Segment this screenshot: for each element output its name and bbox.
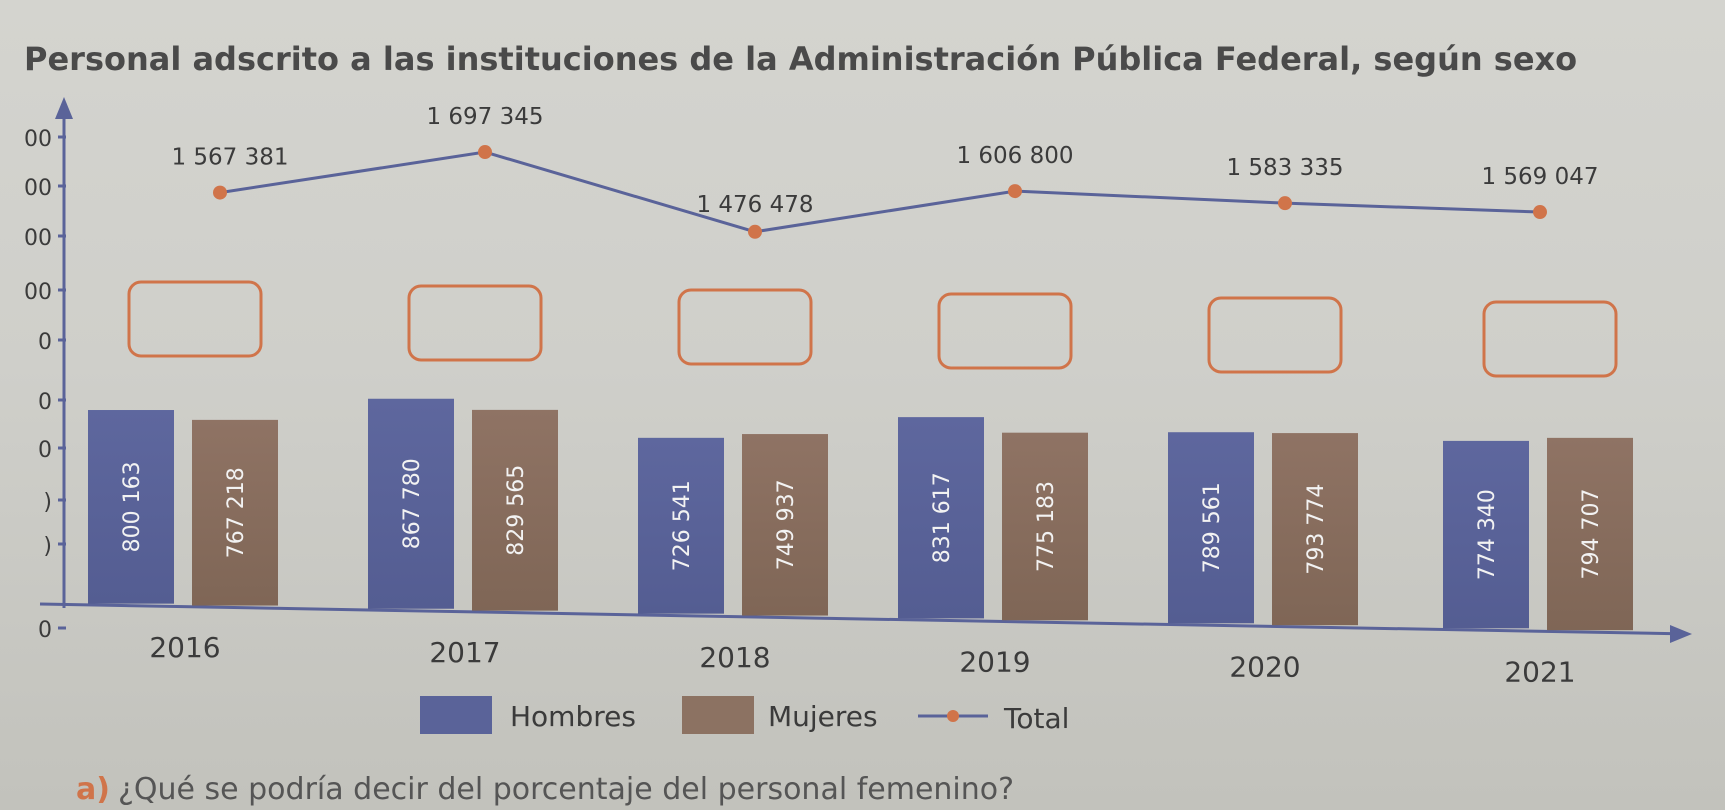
answer-box	[407, 284, 543, 362]
total-value-label: 1 583 335	[1226, 155, 1343, 181]
x-category-label: 2018	[699, 641, 770, 674]
question-label: a)	[76, 772, 110, 807]
total-point	[1278, 196, 1292, 211]
y-tick-label: 0	[38, 330, 52, 355]
y-tick-label: 00	[24, 226, 52, 251]
y-axis-arrow	[55, 97, 73, 119]
bar-value-label: 831 617	[930, 472, 955, 563]
answer-box	[1482, 300, 1618, 378]
x-category-label: 2021	[1504, 655, 1575, 688]
total-line	[219, 150, 1541, 234]
answer-box	[937, 292, 1073, 370]
bar-value-label: 794 707	[1579, 489, 1604, 580]
x-category-label: 2017	[429, 636, 500, 669]
x-axis-arrow	[1670, 625, 1692, 643]
total-value-label: 1 569 047	[1481, 164, 1598, 190]
bar-value-label: 829 565	[504, 465, 529, 556]
bar-hombres	[1443, 440, 1529, 629]
x-axis-line	[39, 602, 1679, 636]
legend-swatch-hombres	[420, 696, 492, 734]
total-value-label: 1 476 478	[696, 192, 813, 218]
total-value-label: 1 697 345	[426, 104, 543, 130]
answer-box	[677, 288, 813, 366]
bar-hombres	[1168, 432, 1254, 624]
bar-mujeres	[742, 434, 828, 616]
bar-mujeres	[472, 409, 558, 611]
bar-hombres	[638, 437, 724, 614]
legend-marker-total	[947, 710, 959, 722]
x-category-label: 2016	[149, 631, 220, 664]
total-point	[1008, 184, 1022, 199]
bar-value-label: 726 541	[670, 480, 695, 571]
bar-mujeres	[1547, 437, 1633, 631]
bar-value-label: 774 340	[1475, 489, 1500, 580]
bar-value-label: 793 774	[1304, 484, 1329, 575]
x-category-label: 2019	[959, 646, 1030, 679]
bar-hombres	[88, 410, 174, 604]
bar-value-label: 749 937	[774, 479, 799, 570]
question-body: ¿Qué se podría decir del porcentaje del …	[117, 772, 1015, 807]
legend-label-hombres: Hombres	[510, 700, 636, 733]
chart-title: Personal adscrito a las instituciones de…	[24, 40, 1578, 78]
total-value-label: 1 567 381	[171, 145, 288, 171]
bar-mujeres	[1002, 432, 1088, 621]
legend-swatch-mujeres	[682, 696, 754, 734]
y-tick-label: )	[43, 534, 52, 559]
answer-box	[1207, 296, 1343, 374]
bar-mujeres	[1272, 433, 1358, 626]
question-text: a) ¿Qué se podría decir del porcentaje de…	[76, 772, 1014, 807]
total-point	[478, 145, 492, 160]
total-point	[1533, 205, 1547, 220]
y-tick-label: )	[43, 490, 52, 515]
y-tick-label: 00	[24, 127, 52, 152]
y-tick-label: 0	[38, 618, 52, 643]
answer-box	[127, 280, 263, 358]
bar-value-label: 867 780	[400, 458, 425, 549]
legend-label-total: Total	[1003, 702, 1069, 735]
y-tick-label: 0	[38, 390, 52, 415]
y-tick-label: 0	[38, 438, 52, 463]
x-category-label: 2020	[1229, 650, 1300, 683]
bar-value-label: 800 163	[120, 461, 145, 552]
bar-value-label: 767 218	[224, 467, 249, 558]
bar-mujeres	[192, 419, 278, 606]
bar-value-label: 775 183	[1034, 481, 1059, 572]
bar-value-label: 789 561	[1200, 482, 1225, 573]
legend-label-mujeres: Mujeres	[768, 700, 878, 733]
total-point	[748, 224, 762, 239]
bar-hombres	[898, 417, 984, 619]
total-point	[213, 185, 227, 200]
total-value-label: 1 606 800	[956, 143, 1073, 169]
y-tick-label: 00	[24, 280, 52, 305]
y-tick-label: 00	[24, 176, 52, 201]
bar-hombres	[368, 398, 454, 609]
